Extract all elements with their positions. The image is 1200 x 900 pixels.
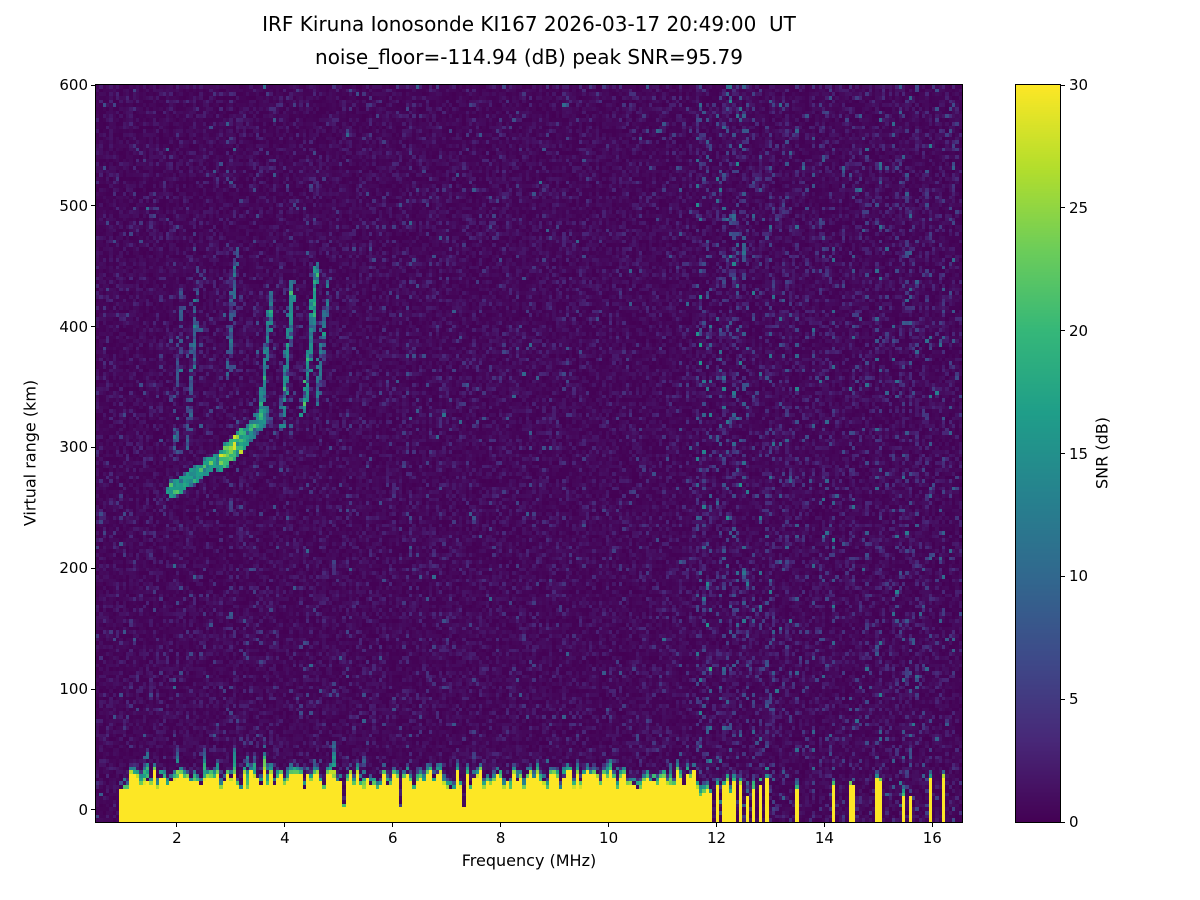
y-tick-label: 400 [59, 317, 88, 336]
x-tick-mark [392, 822, 394, 827]
x-tick-mark [608, 822, 610, 827]
y-axis-label: Virtual range (km) [20, 379, 40, 527]
x-tick-label: 14 [814, 829, 834, 847]
chart-subtitle: noise_floor=-114.94 (dB) peak SNR=95.79 [315, 45, 743, 69]
colorbar-tick-mark [1060, 84, 1065, 86]
colorbar-tick-label: 15 [1069, 444, 1089, 463]
colorbar-tick-label: 5 [1069, 690, 1079, 709]
x-tick-label: 16 [922, 829, 942, 847]
x-tick-label: 6 [387, 829, 398, 847]
x-tick-label: 4 [280, 829, 290, 847]
x-tick-mark [823, 822, 825, 827]
colorbar-tick-label: 10 [1069, 567, 1089, 586]
x-tick-mark [284, 822, 286, 827]
colorbar-tick-label: 20 [1069, 321, 1089, 340]
x-tick-label: 12 [706, 829, 727, 847]
colorbar-tick-mark [1060, 821, 1065, 823]
x-tick-label: 8 [495, 829, 506, 847]
chart-title: IRF Kiruna Ionosonde KI167 2026-03-17 20… [262, 12, 796, 36]
colorbar-tick-mark [1060, 698, 1065, 700]
x-tick-mark [176, 822, 178, 827]
colorbar-tick-mark [1060, 575, 1065, 577]
x-axis-label: Frequency (MHz) [461, 851, 597, 870]
colorbar-canvas [1016, 85, 1060, 822]
y-tick-label: 200 [59, 559, 88, 578]
y-tick-label: 500 [59, 196, 88, 215]
y-tick-label: 600 [59, 76, 88, 94]
colorbar-tick-mark [1060, 453, 1065, 454]
y-tick-mark [91, 446, 96, 448]
y-tick-mark [91, 84, 96, 86]
x-tick-mark [715, 822, 717, 827]
y-tick-mark [91, 326, 96, 328]
x-tick-mark [500, 822, 502, 827]
y-tick-label: 300 [59, 438, 88, 457]
colorbar-tick-mark [1060, 330, 1065, 332]
x-tick-label: 10 [599, 829, 619, 847]
colorbar-tick-mark [1060, 207, 1065, 209]
y-tick-mark [91, 567, 96, 569]
x-tick-label: 2 [172, 829, 182, 847]
y-tick-label: 100 [59, 680, 88, 699]
colorbar-tick-label: 25 [1069, 198, 1089, 217]
ionogram-heatmap-canvas [96, 85, 962, 822]
y-tick-mark [91, 205, 96, 207]
colorbar-tick-label: 30 [1069, 76, 1089, 94]
y-tick-label: 0 [78, 800, 88, 819]
y-tick-mark [91, 809, 96, 811]
colorbar-tick-label: 0 [1069, 813, 1079, 831]
x-tick-mark [931, 822, 933, 827]
y-tick-mark [91, 688, 96, 690]
